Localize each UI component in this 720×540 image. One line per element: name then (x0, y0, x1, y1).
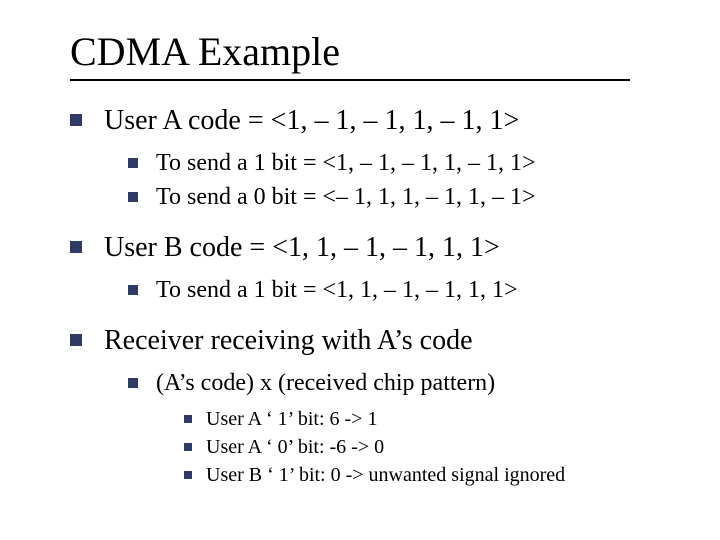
slide-title: CDMA Example (70, 28, 630, 81)
bullet-list-level3: User A ‘ 1’ bit: 6 -> 1 User A ‘ 0’ bit:… (156, 406, 680, 488)
bullet-list-level1: User A code = <1, – 1, – 1, 1, – 1, 1> T… (70, 103, 680, 488)
item-receiver: Receiver receiving with A’s code (A’s co… (70, 323, 680, 488)
bullet-list-level2: (A’s code) x (received chip pattern) Use… (104, 368, 680, 488)
bullet-list-level2: To send a 1 bit = <1, 1, – 1, – 1, 1, 1> (104, 275, 680, 305)
item-result-b1: User B ‘ 1’ bit: 0 -> unwanted signal ig… (184, 462, 680, 488)
item-text: To send a 0 bit = <– 1, 1, 1, – 1, 1, – … (156, 184, 536, 210)
item-result-a1: User A ‘ 1’ bit: 6 -> 1 (184, 406, 680, 432)
slide: CDMA Example User A code = <1, – 1, – 1,… (0, 0, 720, 540)
item-text: User A code = <1, – 1, – 1, 1, – 1, 1> (104, 105, 519, 136)
bullet-list-level2: To send a 1 bit = <1, – 1, – 1, 1, – 1, … (104, 148, 680, 212)
item-text: (A’s code) x (received chip pattern) (156, 370, 495, 396)
item-user-b-send-1: To send a 1 bit = <1, 1, – 1, – 1, 1, 1> (128, 275, 680, 305)
item-user-a-code: User A code = <1, – 1, – 1, 1, – 1, 1> T… (70, 103, 680, 212)
item-user-a-send-0: To send a 0 bit = <– 1, 1, 1, – 1, 1, – … (128, 182, 680, 212)
item-correlation: (A’s code) x (received chip pattern) Use… (128, 368, 680, 488)
item-user-a-send-1: To send a 1 bit = <1, – 1, – 1, 1, – 1, … (128, 148, 680, 178)
item-text: Receiver receiving with A’s code (104, 325, 473, 356)
item-text: User B ‘ 1’ bit: 0 -> unwanted signal ig… (206, 464, 565, 486)
item-text: To send a 1 bit = <1, – 1, – 1, 1, – 1, … (156, 150, 536, 176)
item-user-b-code: User B code = <1, 1, – 1, – 1, 1, 1> To … (70, 230, 680, 305)
item-text: User B code = <1, 1, – 1, – 1, 1, 1> (104, 232, 500, 263)
item-text: User A ‘ 1’ bit: 6 -> 1 (206, 408, 377, 430)
item-text: To send a 1 bit = <1, 1, – 1, – 1, 1, 1> (156, 277, 518, 303)
item-result-a0: User A ‘ 0’ bit: -6 -> 0 (184, 434, 680, 460)
item-text: User A ‘ 0’ bit: -6 -> 0 (206, 436, 384, 458)
